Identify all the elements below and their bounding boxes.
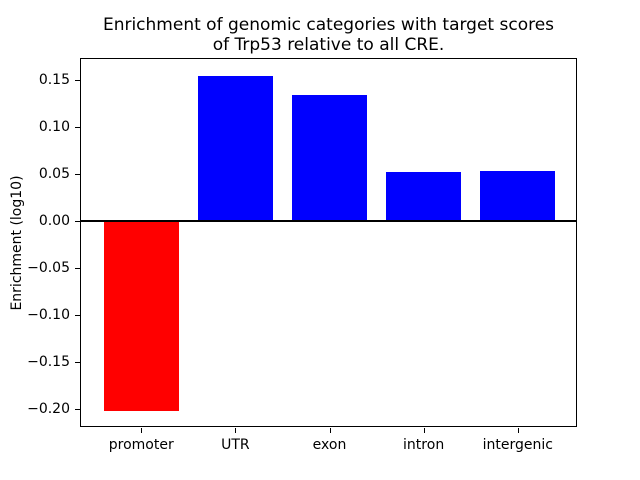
y-tick-mark: [75, 361, 80, 363]
y-tick-mark: [75, 127, 80, 129]
chart-title: Enrichment of genomic categories with ta…: [102, 15, 555, 56]
x-tick-mark: [423, 428, 425, 433]
x-tick-label-intron: intron: [403, 437, 445, 453]
axes-area: 0.15 0.10 0.05 0.00 −0.05 −0.10 −0.15 −0.20 pro…: [27, 58, 577, 452]
y-tick-label: −0.10: [27, 306, 70, 323]
y-tick-label: −0.20: [27, 400, 70, 417]
x-tick-label-promoter: promoter: [108, 437, 174, 453]
x-tick-mark: [329, 428, 331, 433]
y-tick-label: 0.10: [38, 119, 70, 136]
x-tick-label-exon: exon: [312, 437, 347, 453]
bar-exon: [291, 94, 368, 222]
y-tick-label: 0.00: [38, 213, 70, 230]
y-tick-label: 0.05: [38, 166, 70, 183]
x-tick-mark: [141, 428, 143, 433]
y-tick-label: −0.05: [27, 260, 70, 277]
y-tick-mark: [75, 314, 80, 316]
zero-line: [81, 220, 576, 223]
y-tick-mark: [75, 268, 80, 270]
y-tick-mark: [75, 408, 80, 410]
bar-UTR: [197, 75, 274, 222]
y-axis-label: Enrichment (log10): [9, 175, 25, 311]
y-tick-mark: [75, 174, 80, 176]
x-tick-mark: [517, 428, 519, 433]
bar-promoter: [103, 221, 179, 411]
y-tick-label: −0.15: [27, 353, 70, 370]
bar-intron: [385, 172, 462, 222]
y-tick-label: 0.15: [38, 72, 70, 89]
x-tick-label-UTR: UTR: [221, 437, 250, 453]
bar-intergenic: [480, 171, 556, 222]
x-tick-label-intergenic: intergenic: [482, 437, 553, 453]
x-tick-mark: [235, 428, 237, 433]
y-tick-mark: [75, 221, 80, 223]
y-tick-mark: [75, 80, 80, 82]
